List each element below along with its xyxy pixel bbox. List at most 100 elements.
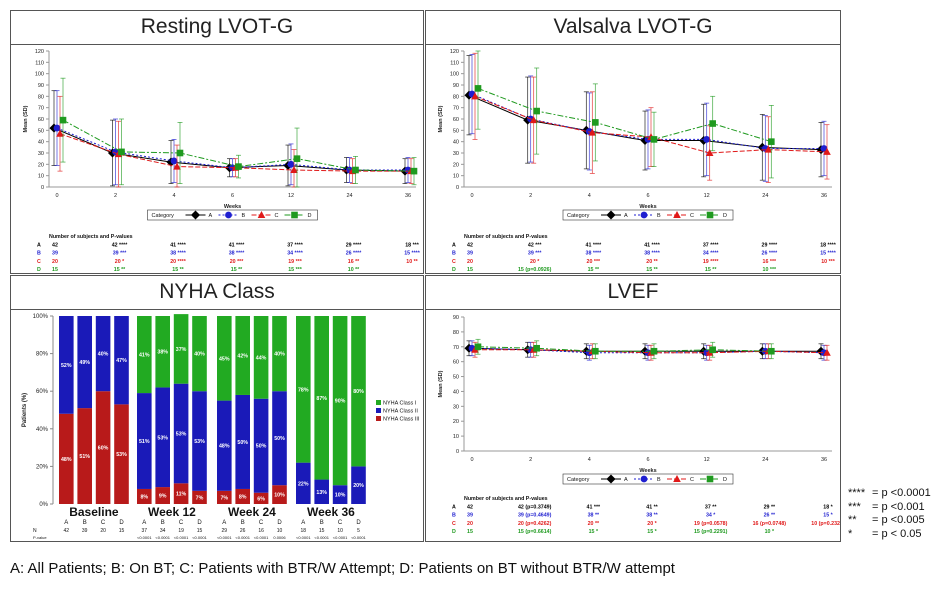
x-tick-label: 12: [704, 457, 710, 463]
bar-segment-class-ii: [114, 316, 129, 405]
bar-p-value: <0.0001: [351, 535, 366, 540]
x-tick-label: 6: [231, 193, 234, 199]
series-d: [474, 338, 775, 360]
series-c: [471, 52, 831, 183]
bar-segment-class-i: [332, 316, 348, 486]
table-cell: 15 (p=0.0926): [518, 267, 552, 273]
table-row-label: D: [452, 529, 456, 535]
marker-c: [823, 348, 831, 356]
y-tick-label: 20: [453, 419, 459, 425]
bar-segment-label: 48%: [61, 457, 72, 463]
bar-p-value: <0.0001: [254, 535, 269, 540]
bar-p-value: <0.0001: [174, 535, 189, 540]
group-label: Week 24: [228, 505, 276, 519]
bar-segment-class-ii: [217, 400, 232, 491]
marker-d: [706, 475, 714, 483]
x-tick-label: 2: [114, 193, 117, 199]
table-cell: 20 ***: [230, 259, 244, 265]
marker-c: [823, 147, 831, 155]
marker-b: [820, 145, 828, 152]
y-tick-label: 20%: [36, 464, 49, 470]
marker-c: [588, 128, 597, 136]
marker-c: [673, 211, 681, 218]
table-cell: 10 ***: [763, 267, 777, 273]
bar-n-value: 16: [258, 528, 264, 534]
y-tick-label: 0%: [39, 502, 48, 508]
bar-segment-label: 53%: [116, 452, 127, 458]
bar-segment-class-iii: [155, 487, 170, 504]
y-tick-label: 100: [450, 72, 459, 78]
bar-segment-label: 60%: [98, 446, 109, 452]
marker-b: [640, 475, 648, 483]
marker-d: [709, 346, 716, 354]
group-label: Week 12: [148, 505, 196, 519]
table-cell: 34 ****: [287, 251, 304, 257]
table-row-label: D: [37, 267, 41, 273]
table-cell: 26 ****: [346, 251, 363, 257]
bar-segment-label: 6%: [257, 496, 265, 502]
bar-segment-label: 80%: [353, 389, 364, 395]
bar-n-value: 29: [222, 528, 228, 534]
bar-segment-label: 8%: [140, 494, 148, 500]
bar-p-value: <0.0001: [137, 535, 152, 540]
x-tick-label: 36: [821, 457, 827, 463]
bar-segment-label: 50%: [237, 440, 248, 446]
bar-segment-class-i: [272, 316, 287, 392]
y-axis-label: Mean (SD): [23, 105, 29, 132]
marker-d: [352, 166, 359, 174]
table-cell: 38 **: [646, 513, 658, 519]
group-baseline: 48% 52% A 42 51% 49% B 39 60% 40% C 20 53% 47% D 15 Base…: [59, 316, 129, 534]
bar-n-value: 26: [240, 528, 246, 534]
bar-segment-label: 8%: [239, 494, 247, 500]
bar-segment-class-iii: [173, 483, 189, 504]
marker-d: [592, 119, 599, 126]
table-row-label: B: [452, 251, 456, 257]
bar-p-value: <0.0001: [333, 535, 348, 540]
panel-lvef: LVEF 0 10 20 30 40 50 60 70 80 90 0 2 4 6 12 24 36 Weeks M…: [425, 275, 841, 542]
y-tick-label: 80%: [36, 352, 49, 358]
bar-segment-class-i: [192, 316, 207, 392]
bar-n-value: 10: [277, 528, 283, 534]
table-cell: 42: [467, 504, 473, 510]
bar-segment-class-ii: [95, 316, 111, 392]
y-tick-label: 50: [453, 128, 459, 134]
bar-segment-label: 40%: [274, 352, 285, 358]
bar-n-value: 37: [142, 528, 148, 534]
sig-row: * = p < 0.05: [848, 527, 922, 540]
legend-swatch: [376, 400, 381, 405]
bar-segment-class-iii: [217, 490, 232, 504]
y-tick-label: 80: [453, 330, 459, 336]
y-tick-label: 110: [35, 60, 44, 66]
bar-segment-class-ii: [314, 479, 329, 504]
marker-d: [768, 138, 775, 145]
significance-legend: **** = p <0.0001 *** = p <0.001 ** = p <0.0…: [848, 487, 931, 541]
y-tick-label: 30: [38, 151, 44, 157]
sig-row: **** = p <0.0001: [848, 487, 931, 499]
bar-p-value: <0.0001: [217, 535, 232, 540]
x-tick-label: 12: [288, 193, 294, 199]
table-cell: 10 ***: [821, 259, 835, 265]
y-tick-label: 90: [38, 83, 44, 89]
bar-segment-label: 53%: [157, 435, 168, 441]
bar-segment-class-i: [173, 314, 189, 384]
bar-segment-label: 53%: [176, 432, 187, 438]
bar-segment-label: 50%: [256, 444, 267, 450]
table-cell: 41 ****: [644, 242, 661, 248]
bar-segment-class-i: [314, 316, 329, 480]
bar-segment-label: 51%: [79, 454, 90, 460]
y-tick-label: 60%: [36, 389, 49, 395]
x-axis-label: Weeks: [224, 204, 241, 210]
x-tick-label: 0: [470, 193, 473, 199]
bar-segment-label: 10%: [274, 493, 285, 499]
bar-segment-class-iii: [95, 391, 111, 504]
bar-category-label: A: [222, 520, 226, 526]
y-tick-label: 0: [456, 185, 459, 191]
marker-c: [173, 162, 181, 170]
x-tick-label: 6: [646, 457, 649, 463]
marker-d: [768, 347, 775, 355]
table-cell: 15 *: [647, 529, 657, 535]
table-cell: 20 *: [530, 259, 540, 265]
bar-segment-label: 7%: [196, 495, 204, 501]
y-tick-label: 30: [453, 151, 459, 157]
